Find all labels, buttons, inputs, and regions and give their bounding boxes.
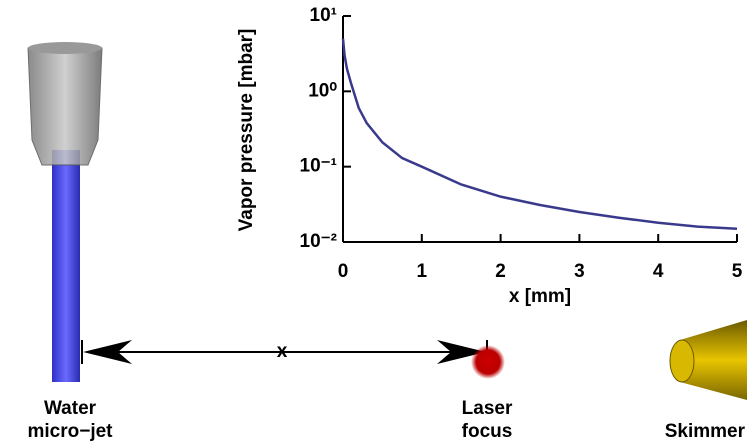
plot: Vapor pressure [mbar] x [mm] 10¹ 10⁰ 10⁻¹ 1… — [236, 5, 743, 307]
x-tick-label: 0 — [338, 261, 349, 282]
arrow-head — [83, 340, 132, 364]
laser-focus — [471, 345, 505, 379]
water-jet — [52, 150, 80, 382]
x-tick-label: 2 — [495, 261, 506, 282]
y-tick-label: 10¹ — [310, 5, 337, 26]
y-axis-label: Vapor pressure [mbar] — [236, 29, 257, 232]
x-tick-label: 4 — [653, 261, 664, 282]
arrow-head — [437, 340, 486, 364]
x-tick-label: 3 — [574, 261, 585, 282]
laser-label: focus — [462, 421, 513, 442]
nozzle — [27, 47, 103, 166]
skimmer-label: Skimmer — [665, 421, 746, 442]
jet-label: micro−jet — [27, 421, 113, 442]
skimmer-rim — [669, 339, 695, 383]
nozzle-top — [28, 42, 102, 54]
x-tick-label: 1 — [417, 261, 428, 282]
y-tick-label: 10⁻² — [300, 231, 338, 252]
skimmer — [680, 320, 747, 400]
line — [341, 38, 738, 230]
distance-label: x — [277, 341, 288, 362]
jet-label: Water — [44, 398, 97, 419]
y-tick-label: 10⁰ — [308, 80, 337, 101]
x-axis-label: x [mm] — [509, 286, 571, 307]
diagram: x Water micro−jet Laser focus Skimmer — [27, 42, 747, 442]
x-tick-label: 5 — [732, 261, 743, 282]
y-tick-label: 10⁻¹ — [300, 156, 338, 177]
laser-label: Laser — [462, 398, 513, 419]
